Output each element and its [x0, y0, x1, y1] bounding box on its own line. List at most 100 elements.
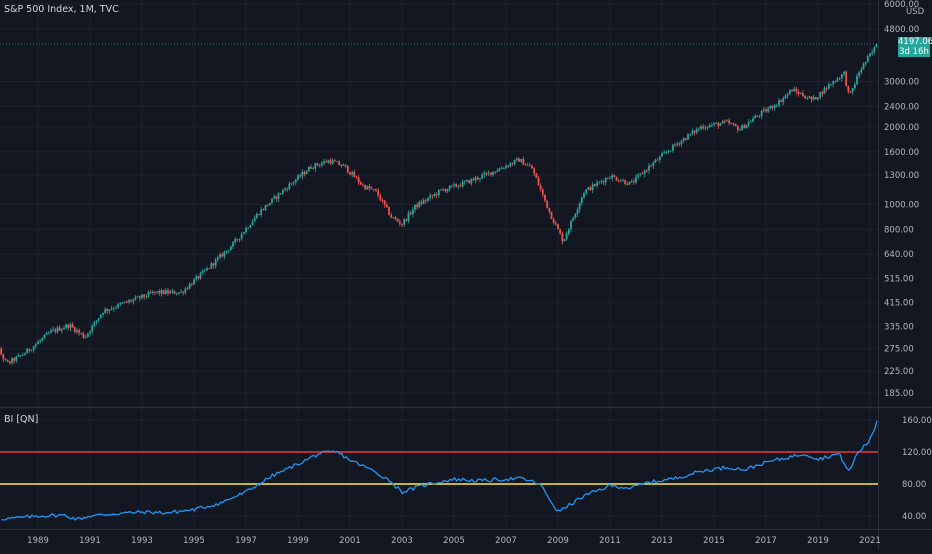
- candle-body: [45, 333, 48, 335]
- candle-body: [242, 232, 245, 235]
- candle-body: [338, 161, 341, 166]
- candle-body: [30, 350, 33, 351]
- candle-body: [810, 96, 813, 100]
- candle-body: [851, 88, 854, 92]
- candle-body: [359, 182, 362, 185]
- candle-body: [537, 177, 540, 186]
- candle-body: [123, 301, 126, 303]
- candle-body: [247, 227, 250, 229]
- candle-body: [262, 209, 265, 211]
- price-tick-label: 2400.00: [884, 102, 919, 112]
- candle-body: [184, 288, 187, 293]
- candle-body: [565, 233, 568, 240]
- time-tick-label: 2015: [703, 536, 725, 546]
- candle-body: [619, 180, 622, 182]
- candle-body: [570, 220, 572, 230]
- candle-body: [630, 181, 633, 182]
- candle-body: [54, 329, 57, 332]
- candle-body: [470, 178, 473, 184]
- candle-body: [416, 204, 419, 208]
- candle-body: [102, 312, 104, 315]
- candle-body: [15, 356, 18, 361]
- price-tick-label: 800.00: [884, 225, 914, 235]
- candle-body: [60, 328, 63, 331]
- candle-body: [587, 187, 590, 190]
- candle-body: [67, 324, 70, 328]
- candle-body: [743, 125, 746, 129]
- candle-body: [357, 177, 360, 183]
- candle-body: [180, 291, 182, 293]
- indicator-tick-label: 80.00: [902, 480, 926, 490]
- candle-body: [648, 165, 650, 171]
- candle-body: [732, 123, 735, 125]
- candle-body: [498, 168, 501, 171]
- candle-body: [50, 330, 52, 333]
- candle-body: [528, 165, 531, 166]
- candle-body: [301, 171, 304, 177]
- candle-body: [13, 358, 16, 361]
- candle-body: [628, 181, 631, 185]
- candle-body: [164, 290, 167, 294]
- candle-body: [307, 166, 310, 172]
- candle-body: [665, 152, 668, 153]
- candle-body: [167, 290, 169, 294]
- candle-body: [700, 126, 702, 129]
- candle-body: [635, 176, 637, 183]
- candle-body: [674, 144, 676, 146]
- candle-body: [637, 174, 640, 177]
- candle-body: [626, 183, 629, 185]
- candle-body: [645, 170, 648, 172]
- candle-body: [427, 197, 429, 201]
- currency-label: USD: [906, 7, 925, 17]
- candle-body: [578, 203, 581, 210]
- candle-body: [288, 183, 291, 190]
- candle-body: [115, 307, 117, 309]
- candle-body: [229, 246, 232, 251]
- candle-body: [695, 129, 698, 133]
- candle-body: [125, 301, 128, 303]
- candle-body: [223, 251, 226, 257]
- candle-body: [606, 178, 609, 179]
- candle-body: [292, 182, 295, 184]
- candle-body: [175, 293, 178, 295]
- candle-body: [515, 158, 518, 160]
- candle-body: [446, 189, 449, 192]
- candle-body: [782, 98, 785, 102]
- candle-body: [468, 180, 471, 184]
- candle-body: [210, 263, 213, 269]
- candle-body: [82, 333, 85, 338]
- time-tick-label: 1995: [183, 536, 205, 546]
- level-layer: [0, 451, 878, 485]
- candle-body: [290, 183, 293, 185]
- candle-body: [381, 200, 384, 202]
- candle-body: [730, 123, 733, 125]
- candle-body: [600, 181, 603, 183]
- candle-body: [151, 291, 154, 294]
- candle-body: [216, 257, 219, 260]
- candle-body: [726, 120, 728, 122]
- candle-body: [511, 163, 514, 165]
- candle-body: [869, 53, 871, 57]
- candle-body: [864, 61, 867, 64]
- candle-body: [745, 124, 748, 129]
- candle-body: [97, 318, 100, 321]
- candle-body: [344, 164, 347, 166]
- candle-body: [684, 138, 687, 140]
- candle-body: [327, 160, 330, 163]
- candle-body: [409, 212, 412, 214]
- candle-body: [297, 175, 299, 180]
- candle-body: [444, 189, 447, 192]
- candle-body: [697, 128, 700, 130]
- candle-body: [457, 185, 460, 187]
- candle-body: [52, 329, 55, 331]
- candle-body: [858, 72, 861, 76]
- candle-body: [433, 193, 436, 196]
- candle-body: [654, 159, 657, 163]
- price-tick-label: 335.00: [884, 323, 914, 333]
- candle-body: [221, 254, 224, 257]
- candle-body: [758, 115, 761, 117]
- candle-body: [598, 181, 601, 183]
